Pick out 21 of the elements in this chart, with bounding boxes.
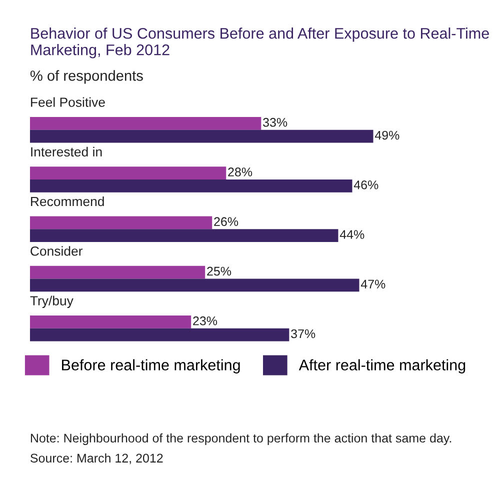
data-label: 26% [214, 217, 238, 226]
data-label: 46% [354, 180, 378, 190]
chart-subtitle: % of respondents [30, 70, 143, 84]
data-label: 47% [360, 280, 386, 289]
chart-title: Behavior of US Consumers Before and After Exposure to Real-Time Marketing, Feb 2012 [31, 28, 489, 58]
data-label: 33% [263, 118, 288, 127]
y-tick-label: Interested in [31, 146, 102, 157]
data-label: 37% [291, 329, 316, 338]
y-tick-label: Feel Positive [31, 97, 105, 107]
y-tick-label: Consider [30, 246, 83, 256]
y-tick-label: Try/buy [30, 296, 74, 308]
legend-label: Before real-time marketing [62, 359, 240, 374]
data-label: 28% [228, 168, 252, 176]
legend-label: After real-time marketing [298, 359, 466, 374]
y-tick-label: Recommend [31, 196, 104, 206]
source-note: Source: March 12, 2012 [30, 453, 163, 464]
data-label: 25% [207, 266, 232, 276]
data-label: 44% [340, 230, 364, 239]
data-label: 49% [374, 130, 400, 140]
data-label: 23% [193, 316, 218, 326]
text: Note: Neighbourhood of the respondent to perform the action that same day. [30, 433, 452, 446]
